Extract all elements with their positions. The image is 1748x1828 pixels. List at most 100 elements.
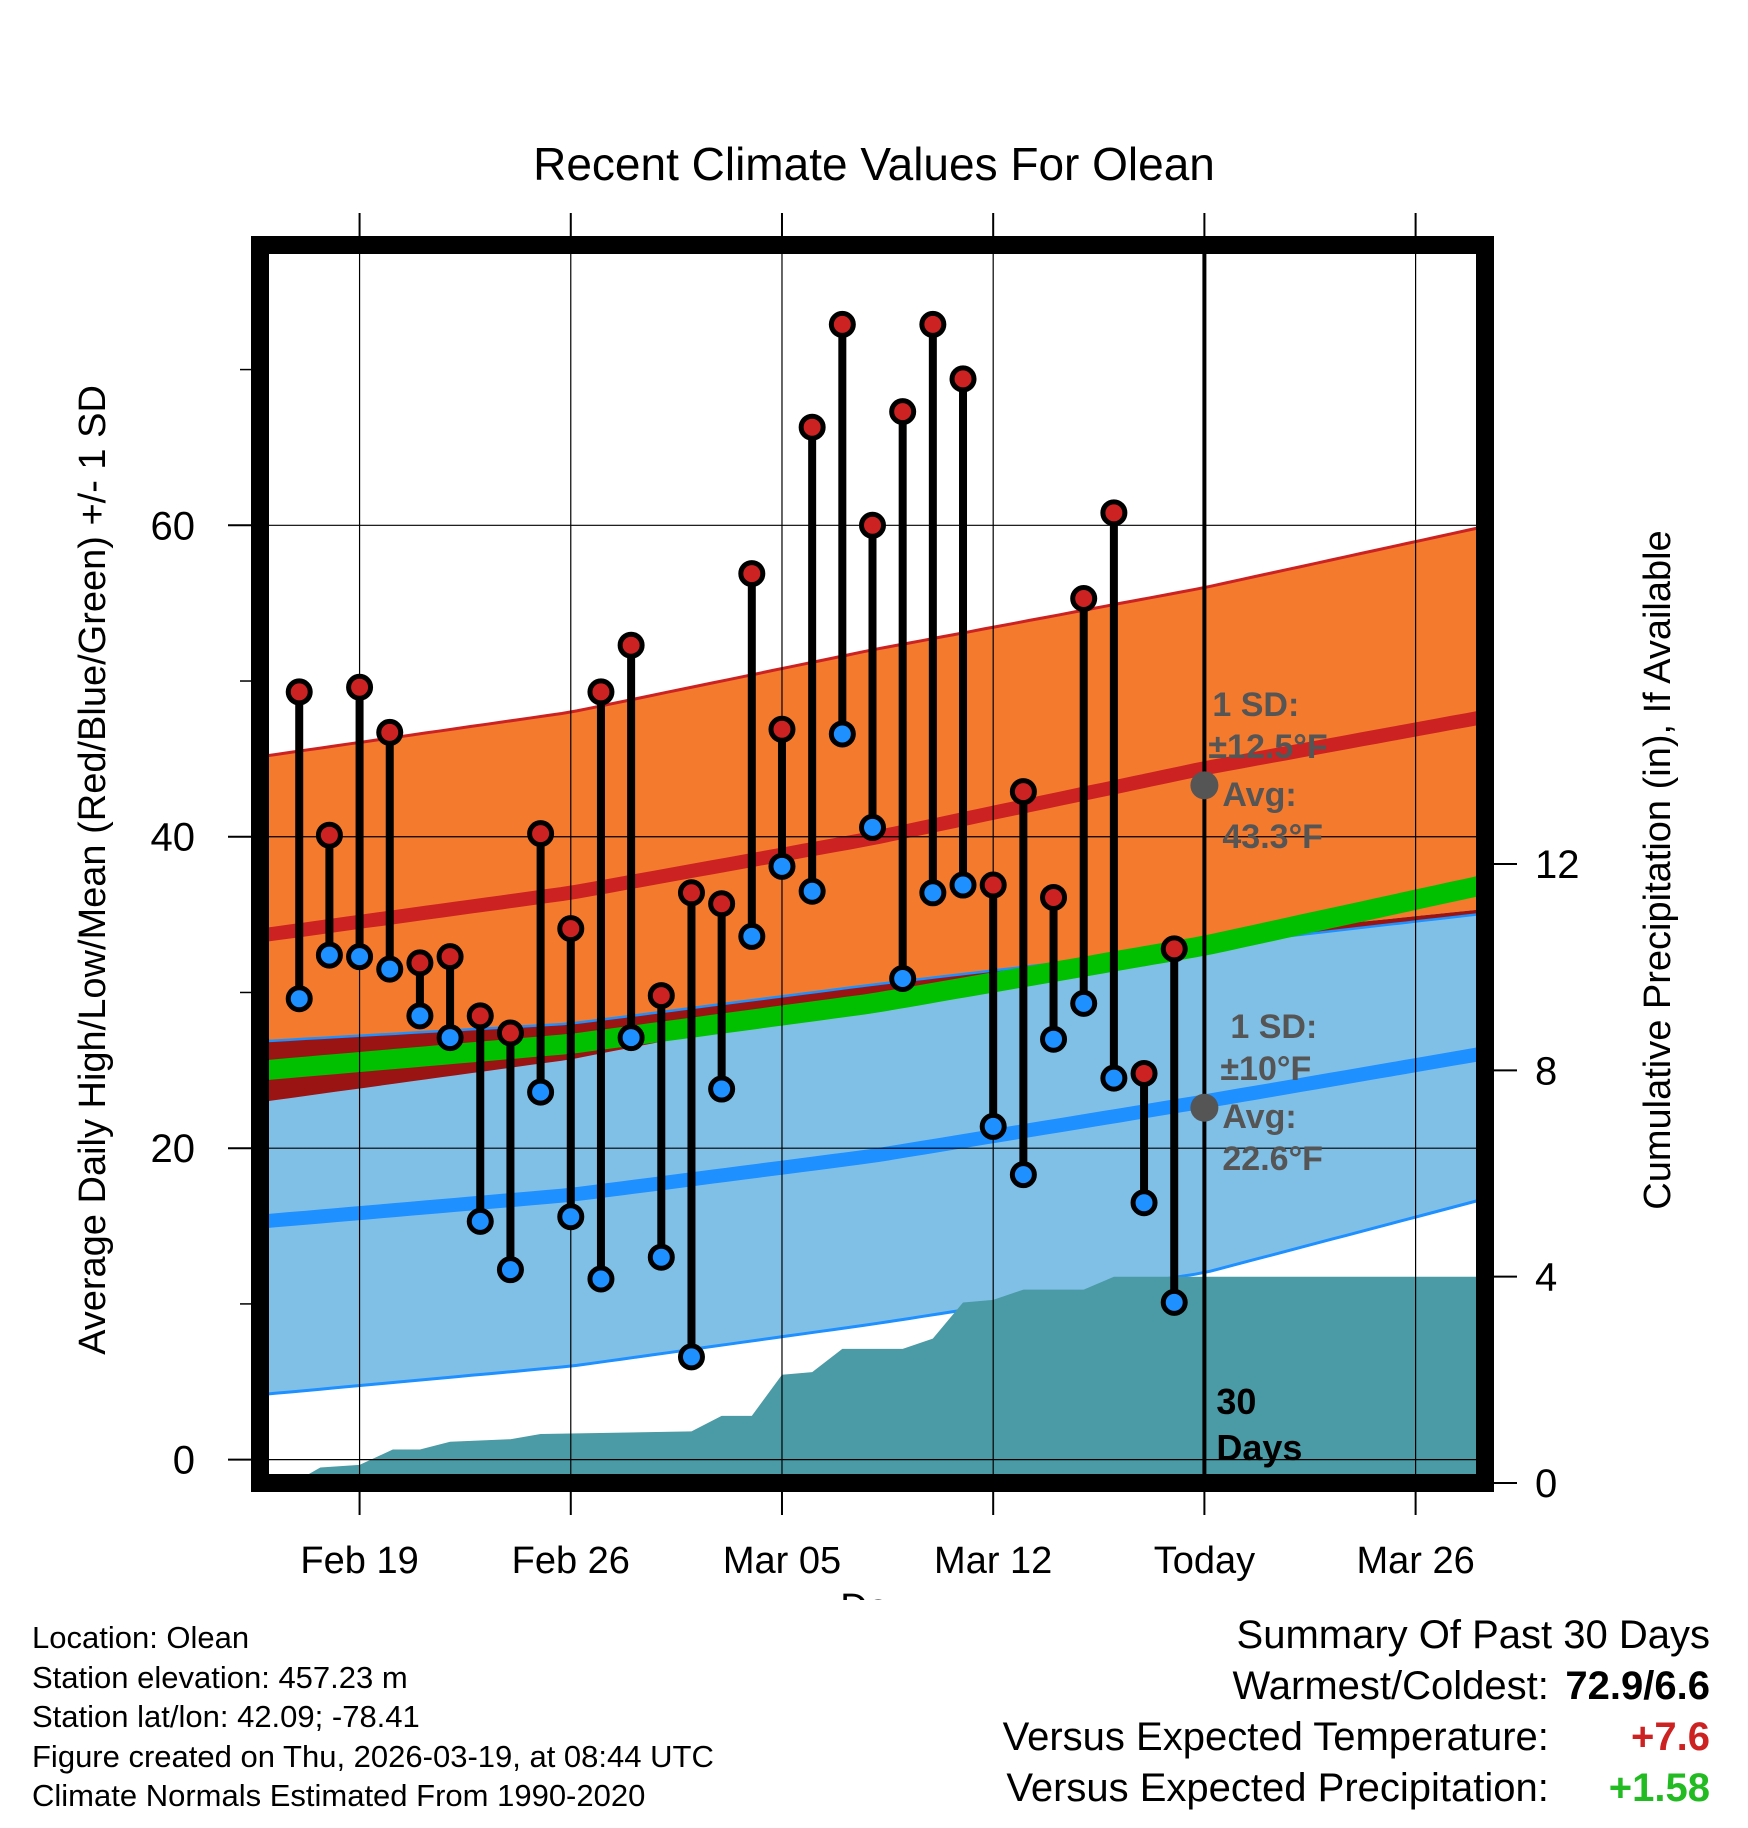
daily-low-dot [919,879,947,907]
high-avg-marker [1190,771,1219,800]
daily-high-dot [1009,778,1037,806]
daily-low-dot [828,720,856,748]
high-avg-value: 43.3°F [1222,818,1323,856]
daily-high-dot [919,310,947,338]
low-avg-marker [1190,1093,1219,1122]
y2-axis-label: Cumulative Precipitation (in), If Availa… [1637,530,1679,1209]
y-tick-label: 60 [151,504,196,548]
daily-low-dot [496,1256,524,1284]
daily-low-dot [406,1002,434,1030]
y2-tick-label: 12 [1535,843,1580,887]
summary-title: Summary Of Past 30 Days [1236,1613,1710,1657]
days-label-number: 30 [1216,1381,1256,1422]
daily-high-dot [949,365,977,393]
y-axis-label: Average Daily High/Low/Mean (Red/Blue/Gr… [72,385,114,1355]
daily-low-dot [1100,1064,1128,1092]
daily-low-dot [738,922,766,950]
summary-panel: Summary Of Past 30 Days Warmest/Coldest:… [1003,1610,1710,1814]
daily-low-dot [557,1203,585,1231]
x-tick-label: Mar 12 [934,1540,1052,1582]
plot-frame [251,236,1494,1492]
daily-low-dot [315,941,343,969]
daily-low-dot [587,1265,615,1293]
low-avg-value: 22.6°F [1222,1140,1323,1178]
summary-precip-row: Versus Expected Precipitation: +1.58 [1003,1763,1710,1814]
temp-label: Versus Expected Temperature: [1002,1715,1549,1759]
low-lower-line [260,1198,1483,1397]
daily-high-dot [1070,584,1098,612]
daily-high-dot [527,820,555,848]
daily-low-dot [889,964,917,992]
daily-low-dot [768,852,796,880]
high-sd-value: ±12.5°F [1208,728,1327,766]
low-avg-label: Avg: [1222,1098,1296,1136]
daily-low-dot [949,871,977,899]
x-tick-label: Feb 19 [300,1540,418,1582]
daily-low-dot [1009,1161,1037,1189]
elevation-text: Station elevation: 457.23 m [32,1659,408,1695]
location-text: Location: Olean [32,1620,250,1655]
y-tick-label: 40 [151,816,196,860]
y2-tick-label: 0 [1535,1462,1557,1506]
daily-low-dot [1160,1288,1188,1316]
daily-high-dot [647,982,675,1010]
plot-layers: 1 SD: ±12.5°F Avg: 43.3°F 1 SD: ±10°F Avg: 22.6… [260,245,1485,1483]
chart-title: Recent Climate Values For Olean [533,138,1215,190]
daily-high-dot [376,718,404,746]
daily-low-dot [708,1075,736,1103]
latlon-text: Station lat/lon: 42.09; -78.41 [32,1699,420,1734]
low-normal-line [260,1046,1484,1229]
daily-low-dot [285,985,313,1013]
daily-high-dot [617,631,645,659]
x-tick-label: Mar 05 [723,1540,841,1582]
y-tick-label: 20 [151,1127,196,1171]
daily-low-dot [979,1112,1007,1140]
daily-high-dot [406,949,434,977]
daily-low-dot [647,1243,675,1271]
precip-area [260,1276,1485,1483]
warmest-label: Warmest/Coldest: [1232,1664,1549,1708]
daily-low-dot [466,1207,494,1235]
daily-high-dot [798,413,826,441]
x-tick-label: Today [1154,1540,1255,1582]
daily-low-dot [1130,1189,1158,1217]
x-tick-label: Feb 26 [512,1540,630,1582]
normals-text: Climate Normals Estimated From 1990-2020 [32,1778,646,1813]
daily-high-dot [436,943,464,971]
daily-high-dot [738,560,766,588]
daily-low-dot [1040,1025,1068,1053]
low-sd-value: ±10°F [1220,1050,1311,1088]
high-avg-label: Avg: [1222,776,1296,814]
plot-area: 1 SD: ±12.5°F Avg: 43.3°F 1 SD: ±10°F Avg: 22.6… [151,213,1580,1582]
precip-label: Versus Expected Precipitation: [1006,1766,1549,1810]
x-axis-label: Day [840,1587,908,1600]
y2-tick-label: 8 [1535,1049,1557,1093]
precip-value: +1.58 [1608,1766,1710,1810]
daily-high-dot [979,871,1007,899]
daily-low-dot [436,1024,464,1052]
daily-low-dot [798,877,826,905]
summary-warmest-row: Warmest/Coldest: 72.9/6.6 [1003,1661,1711,1712]
daily-low-dot [376,955,404,983]
temp-value: +7.6 [1631,1715,1710,1759]
daily-high-dot [677,879,705,907]
daily-high-dot [1040,883,1068,911]
daily-low-dot [346,943,374,971]
daily-high-dot [1130,1059,1158,1087]
daily-high-dot [1100,499,1128,527]
daily-high-dot [587,678,615,706]
x-tick-label: Mar 26 [1356,1540,1474,1582]
daily-high-dot [346,673,374,701]
daily-high-dot [889,398,917,426]
daily-low-dot [677,1343,705,1371]
daily-high-dot [466,1002,494,1030]
daily-high-dot [315,821,343,849]
daily-low-dot [527,1078,555,1106]
daily-low-dot [617,1024,645,1052]
warmest-value: 72.9/6.6 [1565,1664,1710,1708]
daily-low-dot [1070,989,1098,1017]
station-info: Location: Olean Station elevation: 457.2… [32,1618,714,1816]
climate-chart: Recent Climate Values For Olean 1 SD: ±12… [72,138,1679,1600]
daily-high-dot [708,890,736,918]
daily-high-dot [768,715,796,743]
